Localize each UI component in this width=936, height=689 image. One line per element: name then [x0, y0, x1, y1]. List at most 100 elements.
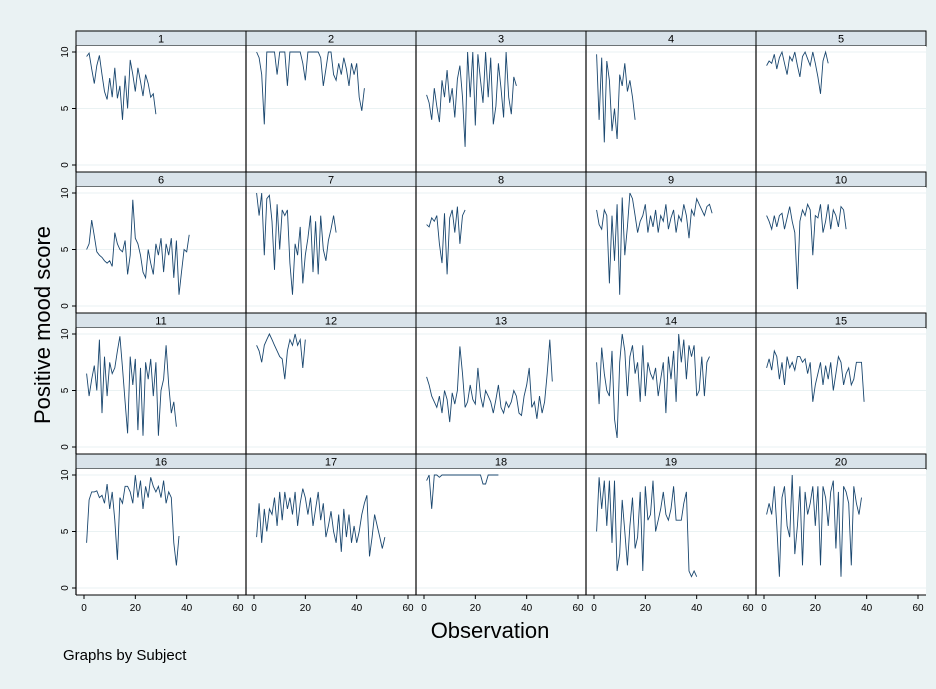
series-line-subject-13	[426, 339, 553, 423]
x-tick-label: 0	[251, 603, 257, 614]
x-tick-label: 20	[640, 603, 652, 614]
panel-19: 19	[585, 453, 757, 595]
panel-header-label: 1	[158, 34, 164, 46]
series-line-subject-19	[596, 477, 698, 578]
panel-20: 20	[755, 453, 927, 595]
y-tick-label: 0	[60, 162, 71, 168]
panel-header-label: 19	[665, 457, 677, 469]
series-line-subject-18	[426, 474, 499, 509]
series-line-subject-1	[86, 51, 157, 120]
x-tick-label: 20	[130, 603, 142, 614]
y-tick-label: 10	[60, 46, 71, 58]
series-line-subject-2	[256, 51, 365, 125]
y-tick-label: 5	[60, 105, 71, 111]
series-line-subject-17	[256, 488, 386, 557]
figure-note: Graphs by Subject	[63, 647, 187, 664]
panel-4: 4	[585, 30, 757, 172]
panel-header-label: 9	[668, 175, 674, 187]
y-tick-label: 10	[60, 469, 71, 481]
y-tick-label: 5	[60, 246, 71, 252]
panel-header-label: 12	[325, 316, 337, 328]
panel-11: 11	[75, 312, 247, 454]
panel-8: 8	[415, 171, 587, 313]
panel-7: 7	[245, 171, 417, 313]
panel-header-label: 5	[838, 34, 844, 46]
panel-header-label: 17	[325, 457, 337, 469]
panel-18: 18	[415, 453, 587, 595]
series-line-subject-7	[256, 192, 337, 295]
panel-header-label: 3	[498, 34, 504, 46]
panel-header-label: 8	[498, 175, 504, 187]
x-tick-label: 60	[232, 603, 244, 614]
panel-3: 3	[415, 30, 587, 172]
x-tick-label: 0	[81, 603, 87, 614]
x-tick-label: 0	[421, 603, 427, 614]
x-axis-label: Observation	[431, 618, 550, 643]
series-line-subject-10	[766, 202, 847, 290]
x-tick-label: 40	[521, 603, 533, 614]
series-line-subject-11	[86, 336, 177, 436]
series-line-subject-14	[596, 333, 710, 439]
panel-header-label: 14	[665, 316, 677, 328]
series-line-subject-15	[766, 349, 865, 402]
series-line-subject-3	[426, 51, 517, 147]
x-tick-label: 20	[300, 603, 312, 614]
series-line-subject-20	[766, 474, 862, 577]
y-tick-label: 0	[60, 444, 71, 450]
panel-12: 12	[245, 312, 417, 454]
panel-1: 1	[75, 30, 247, 172]
panel-13: 13	[415, 312, 587, 454]
y-tick-label: 0	[60, 303, 71, 309]
series-line-subject-6	[86, 199, 190, 295]
y-tick-label: 10	[60, 328, 71, 340]
x-tick-label: 40	[861, 603, 873, 614]
x-tick-label: 40	[181, 603, 193, 614]
x-tick-label: 40	[691, 603, 703, 614]
x-tick-label: 60	[742, 603, 754, 614]
series-line-subject-9	[596, 192, 713, 295]
series-line-subject-8	[426, 206, 466, 275]
x-tick-label: 0	[761, 603, 767, 614]
x-axis: 0 20 40 60 0 20 40 60 0 20 40 60 0 20 40 60 0 20 40 60	[76, 594, 926, 614]
x-tick-label: 20	[470, 603, 482, 614]
x-tick-label: 60	[572, 603, 584, 614]
panel-15: 15	[755, 312, 927, 454]
panel-header-label: 16	[155, 457, 167, 469]
x-tick-label: 60	[912, 603, 924, 614]
panel-16: 16	[75, 453, 247, 595]
x-tick-label: 60	[402, 603, 414, 614]
series-line-subject-16	[86, 474, 180, 566]
panel-5: 5	[755, 30, 927, 172]
panel-10: 10	[755, 171, 927, 313]
panel-header-label: 4	[668, 34, 674, 46]
panel-2: 2	[245, 30, 417, 172]
series-line-subject-12	[256, 332, 306, 380]
x-tick-label: 40	[351, 603, 363, 614]
panel-17: 17	[245, 453, 417, 595]
x-tick-label: 20	[810, 603, 822, 614]
panel-header-label: 10	[835, 175, 847, 187]
y-tick-label: 5	[60, 528, 71, 534]
panel-header-label: 11	[155, 316, 166, 328]
x-tick-label: 0	[591, 603, 597, 614]
panel-header-label: 15	[835, 316, 847, 328]
panel-header-label: 13	[495, 316, 507, 328]
panel-header-label: 2	[328, 34, 334, 46]
series-line-subject-4	[596, 54, 636, 143]
panel-6: 6	[75, 171, 247, 313]
panel-header-label: 20	[835, 457, 847, 469]
panel-14: 14	[585, 312, 757, 454]
y-axis-label: Positive mood score	[30, 226, 55, 424]
y-tick-label: 0	[60, 585, 71, 591]
panel-9: 9	[585, 171, 757, 313]
panel-header-label: 6	[158, 175, 164, 187]
y-tick-label: 5	[60, 387, 71, 393]
panel-header-label: 18	[495, 457, 507, 469]
y-axis: 0 5 10 0 5 10 0 5 10 0 5 10	[60, 46, 76, 591]
y-tick-label: 10	[60, 187, 71, 199]
panel-header-label: 7	[328, 175, 334, 187]
series-line-subject-5	[766, 50, 829, 94]
